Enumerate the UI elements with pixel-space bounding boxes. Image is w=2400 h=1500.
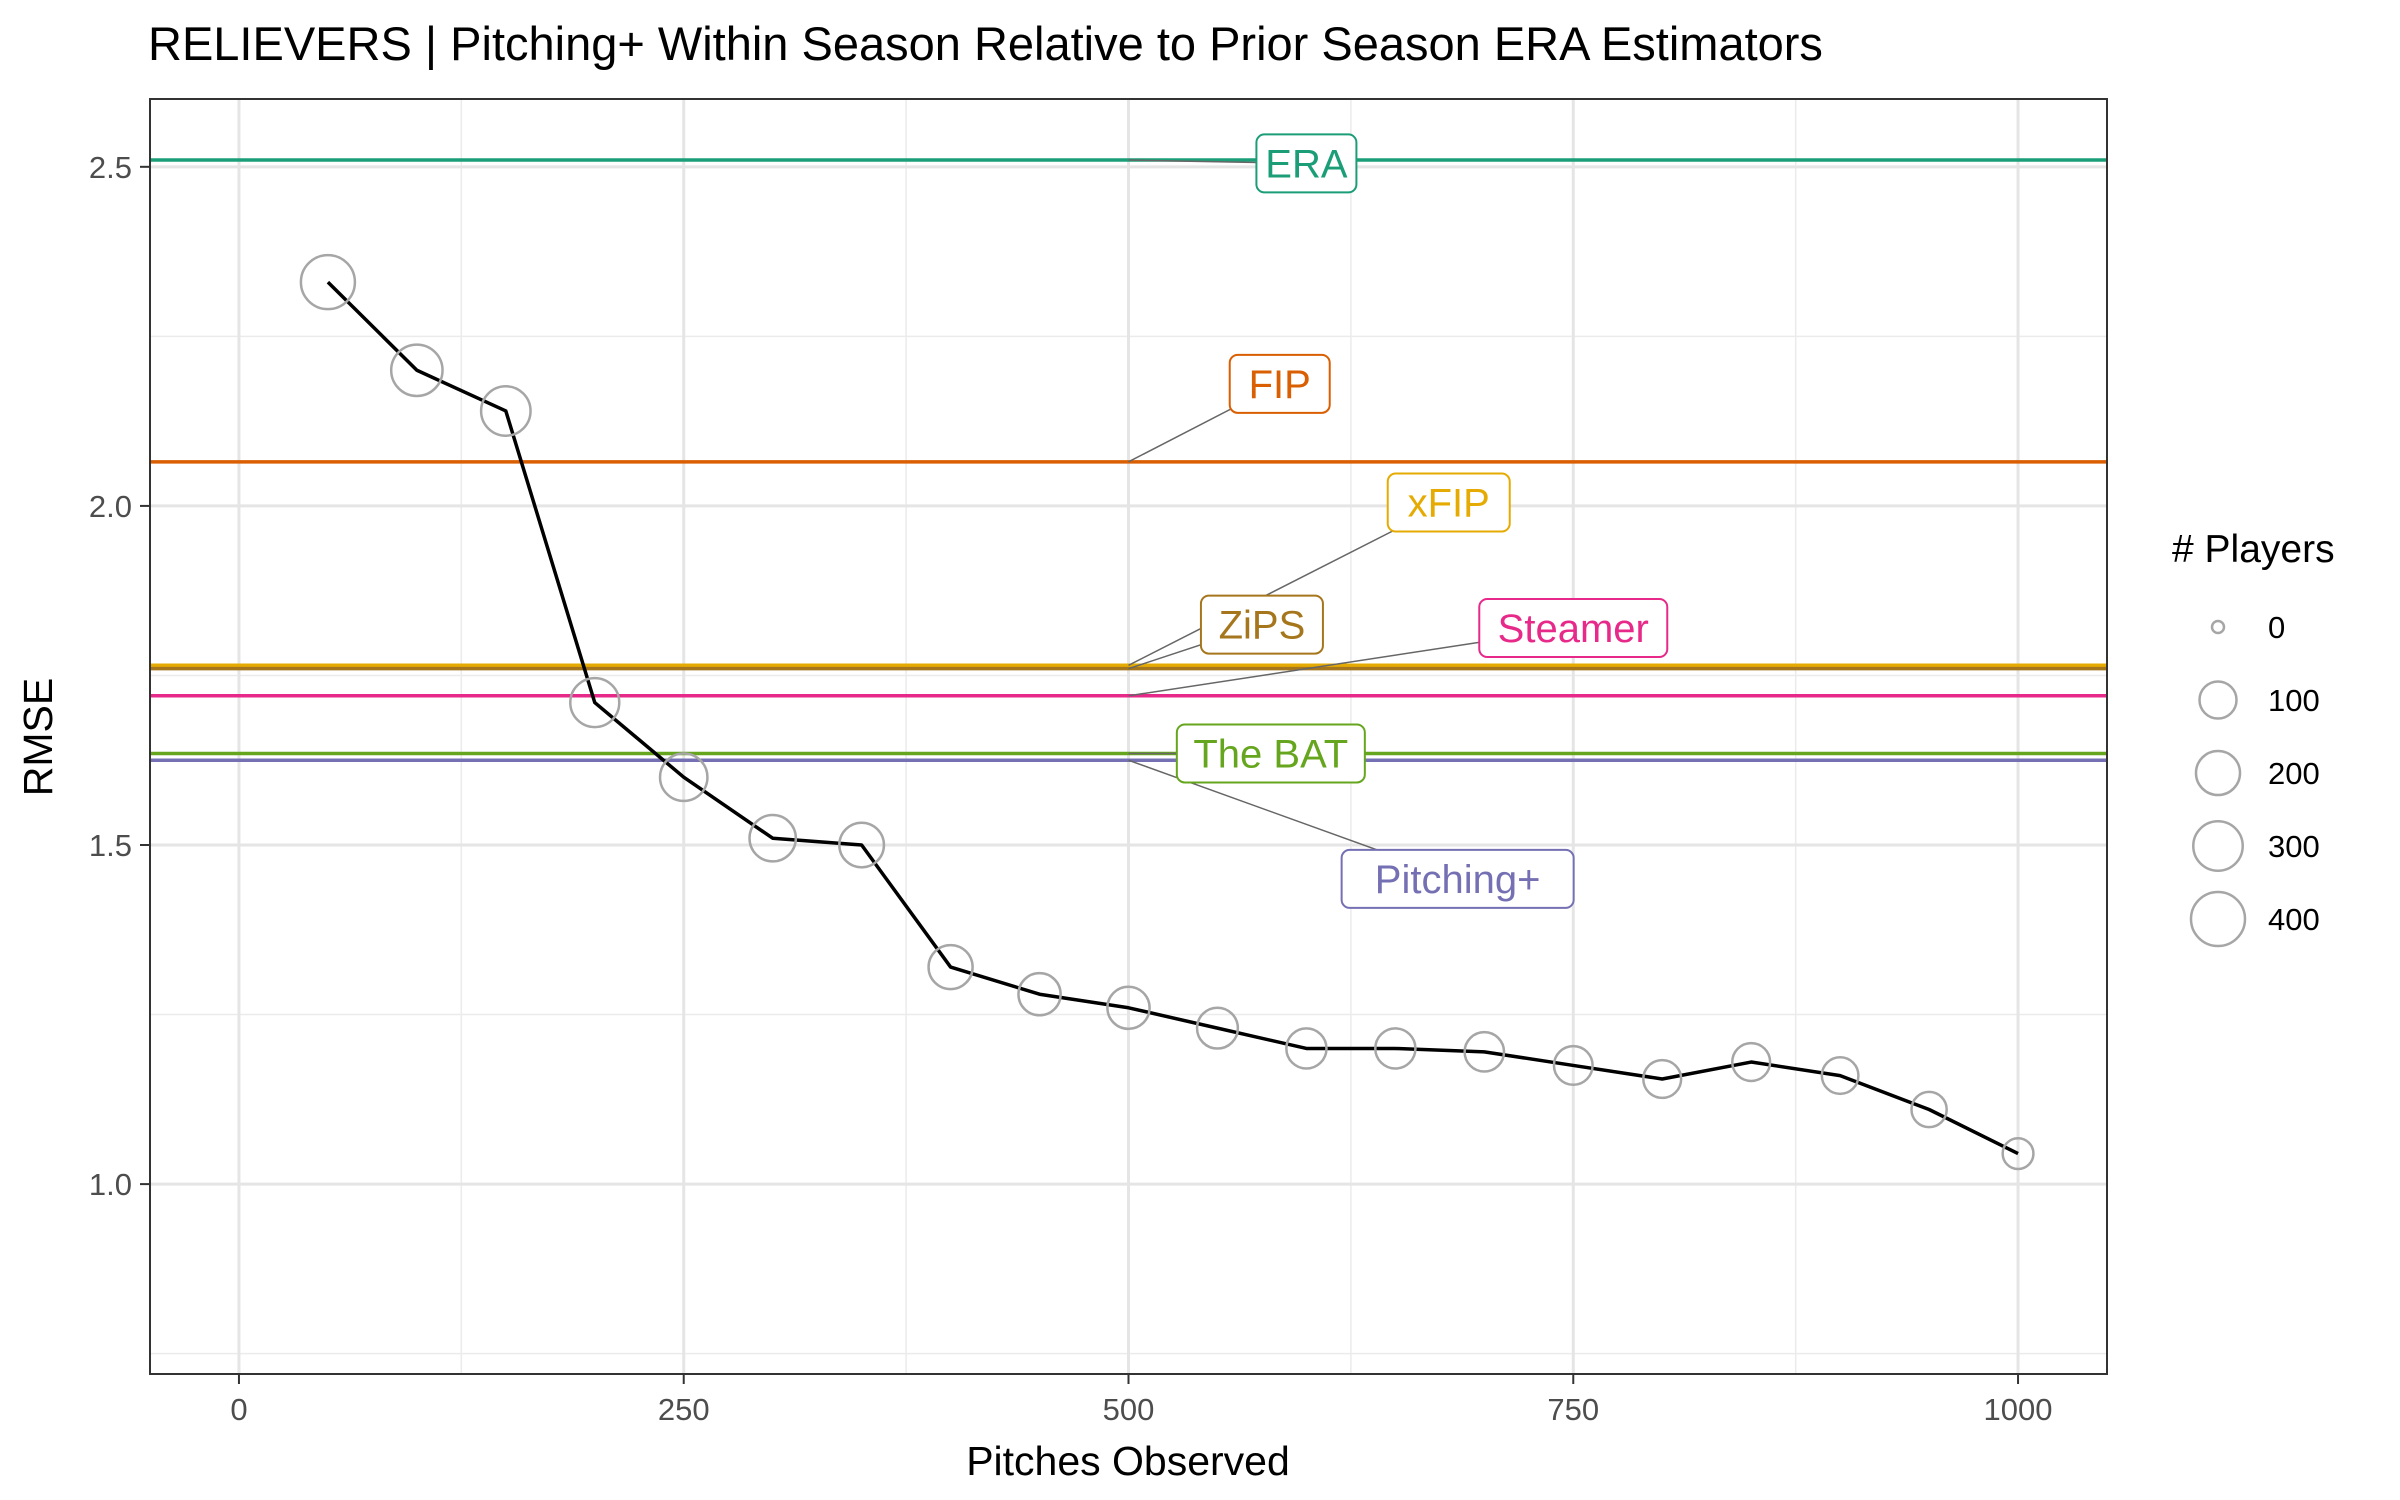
label-text-zips: ZiPS xyxy=(1219,604,1306,648)
legend-label: 400 xyxy=(2268,902,2320,937)
label-text-steamer: Steamer xyxy=(1498,607,1649,651)
legend-label: 0 xyxy=(2268,610,2285,645)
label-zips: ZiPS xyxy=(1201,596,1323,654)
label-era: ERA xyxy=(1256,134,1356,192)
legend-entry: 300 xyxy=(2193,821,2319,870)
x-tick-label: 0 xyxy=(230,1392,247,1427)
x-tick-label: 1000 xyxy=(1984,1392,2053,1427)
legend-key-circle xyxy=(2200,682,2237,719)
y-tick-label: 1.5 xyxy=(89,828,132,863)
label-text-pitching: Pitching+ xyxy=(1375,858,1541,902)
legend-label: 300 xyxy=(2268,829,2320,864)
legend-items: 0 100 200 300 400 xyxy=(2191,610,2320,946)
label-pitching: Pitching+ xyxy=(1342,850,1574,908)
label-text-xfip: xFIP xyxy=(1408,482,1490,526)
x-axis: 0 250 500 750 1000 xyxy=(230,1374,2052,1427)
label-fip: FIP xyxy=(1230,355,1330,413)
legend-key-circle xyxy=(2191,892,2245,946)
y-tick-label: 2.0 xyxy=(89,489,132,524)
x-tick-label: 250 xyxy=(658,1392,710,1427)
legend-key-circle xyxy=(2193,821,2242,870)
label-text-the-bat: The BAT xyxy=(1193,732,1348,776)
legend-entry: 0 xyxy=(2212,610,2285,645)
label-the-bat: The BAT xyxy=(1177,724,1365,782)
label-xfip: xFIP xyxy=(1388,474,1510,532)
y-tick-label: 1.0 xyxy=(89,1167,132,1202)
x-axis-title: Pitches Observed xyxy=(966,1438,1290,1484)
label-steamer: Steamer xyxy=(1479,599,1667,657)
legend-title: # Players xyxy=(2172,528,2335,571)
y-axis-title: RMSE xyxy=(15,678,61,796)
legend-entry: 200 xyxy=(2196,751,2320,795)
x-tick-label: 750 xyxy=(1547,1392,1599,1427)
legend-label: 100 xyxy=(2268,683,2320,718)
legend: # Players 0 100 200 300 400 xyxy=(2172,528,2335,946)
label-text-fip: FIP xyxy=(1249,363,1311,407)
x-tick-label: 500 xyxy=(1103,1392,1155,1427)
legend-entry: 400 xyxy=(2191,892,2320,946)
legend-key-circle xyxy=(2212,621,2224,633)
label-text-era: ERA xyxy=(1265,142,1348,186)
chart-title: RELIEVERS | Pitching+ Within Season Rela… xyxy=(148,17,1823,70)
legend-entry: 100 xyxy=(2200,682,2320,719)
legend-label: 200 xyxy=(2268,756,2320,791)
y-tick-label: 2.5 xyxy=(89,150,132,185)
legend-key-circle xyxy=(2196,751,2240,795)
y-axis: 1.0 1.5 2.0 2.5 xyxy=(89,150,150,1202)
